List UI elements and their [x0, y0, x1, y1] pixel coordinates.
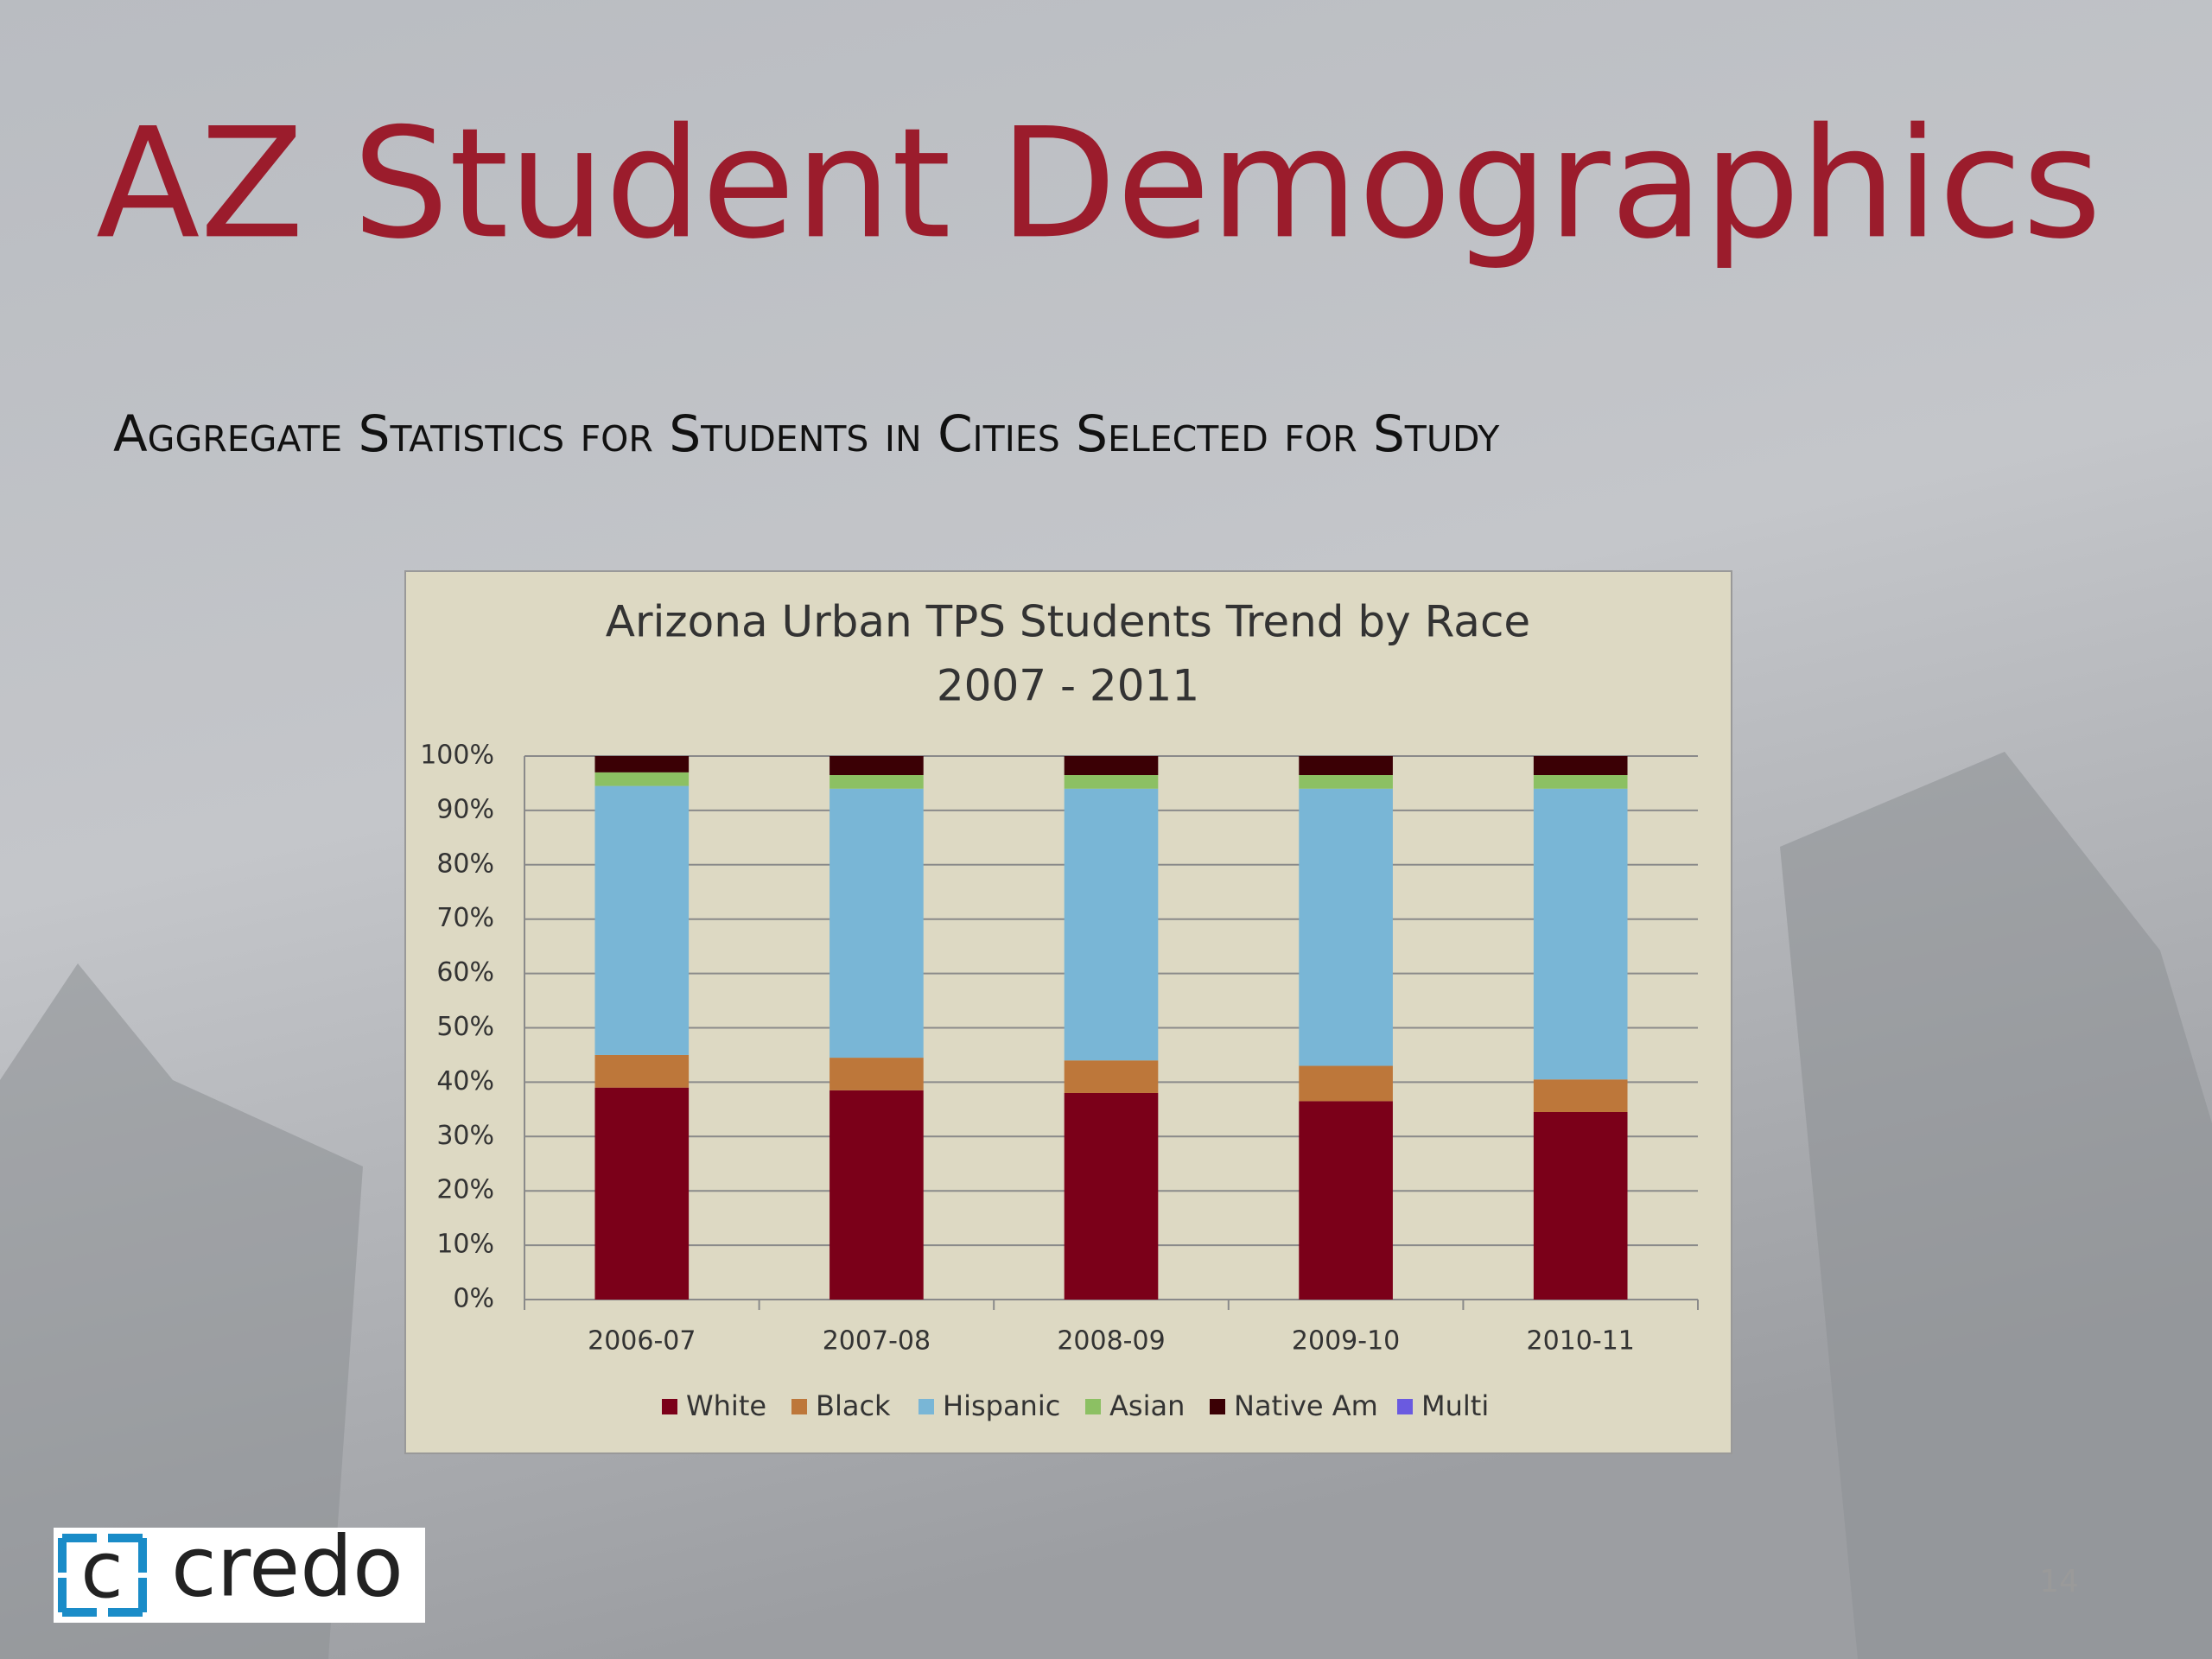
- bar-segment: [594, 1054, 690, 1088]
- y-tick-label: 70%: [436, 903, 494, 933]
- bar-segment: [830, 756, 924, 776]
- bar-segment: [1533, 788, 1628, 1080]
- bar-segment: [830, 775, 924, 789]
- legend-label: Multi: [1421, 1389, 1489, 1422]
- bar-segment: [830, 788, 924, 1058]
- legend-swatch: [1397, 1399, 1413, 1414]
- bar-segment: [1533, 1079, 1628, 1112]
- logo-icon: [58, 1534, 147, 1617]
- bar-segment: [594, 756, 690, 772]
- bar-segment: [1533, 1111, 1628, 1300]
- legend-label: White: [686, 1389, 766, 1422]
- page-number: 14: [2039, 1564, 2079, 1599]
- x-tick-label: 2010-11: [1527, 1326, 1635, 1357]
- bar-segment: [1299, 1101, 1393, 1300]
- y-tick-label: 60%: [436, 957, 494, 988]
- bar-segment: [1533, 775, 1628, 789]
- logo-box: [54, 1528, 425, 1623]
- x-tick-label: 2007-08: [823, 1326, 931, 1357]
- bar-segment: [1064, 756, 1159, 776]
- y-tick-label: 100%: [420, 741, 494, 771]
- slide-title: AZ Student Demographics: [96, 95, 2101, 272]
- legend-label: Asian: [1109, 1389, 1185, 1422]
- bar-segment: [1064, 1092, 1159, 1300]
- bar-segment: [830, 1090, 924, 1300]
- chart: Arizona Urban TPS Students Trend by Race…: [420, 597, 1699, 1422]
- bar-segment: [1299, 775, 1393, 789]
- y-tick-label: 10%: [436, 1230, 494, 1260]
- y-tick-label: 30%: [436, 1121, 494, 1151]
- bar-segment: [1064, 788, 1159, 1061]
- y-tick-label: 90%: [436, 794, 494, 824]
- chart-title: Arizona Urban TPS Students Trend by Race: [606, 597, 1530, 647]
- y-tick-label: 50%: [436, 1012, 494, 1042]
- x-tick-label: 2008-09: [1057, 1326, 1165, 1357]
- y-tick-label: 80%: [436, 849, 494, 879]
- y-tick-label: 40%: [436, 1066, 494, 1096]
- legend-swatch: [791, 1399, 807, 1414]
- chart-title: 2007 - 2011: [937, 661, 1199, 711]
- bar-segment: [1533, 756, 1628, 776]
- x-tick-label: 2006-07: [588, 1326, 696, 1357]
- bar-segment: [594, 1087, 690, 1300]
- bar-segment: [594, 785, 690, 1055]
- y-tick-label: 20%: [436, 1175, 494, 1205]
- legend-label: Hispanic: [943, 1389, 1060, 1422]
- bar-segment: [1299, 1065, 1393, 1102]
- bar-segment: [1064, 1060, 1159, 1093]
- logo-text: credo: [171, 1518, 404, 1615]
- x-tick-label: 2009-10: [1292, 1326, 1400, 1357]
- building-silhouette: [0, 963, 363, 1659]
- logo-mark: c: [80, 1525, 123, 1616]
- legend-label: Native Am: [1234, 1389, 1378, 1422]
- legend-swatch: [918, 1399, 934, 1414]
- bar-segment: [1064, 775, 1159, 789]
- legend-swatch: [1210, 1399, 1225, 1414]
- bar-segment: [594, 772, 690, 786]
- bar-segment: [830, 1058, 924, 1090]
- legend-swatch: [1085, 1399, 1101, 1414]
- bar-segment: [1299, 756, 1393, 776]
- y-tick-label: 0%: [453, 1284, 494, 1314]
- legend-label: Black: [816, 1389, 891, 1422]
- building-silhouette: [1780, 752, 2212, 1659]
- bar-segment: [1299, 788, 1393, 1066]
- slide-subtitle: Aggregate Statistics for Students in Cit…: [113, 404, 1500, 463]
- legend-swatch: [662, 1399, 677, 1414]
